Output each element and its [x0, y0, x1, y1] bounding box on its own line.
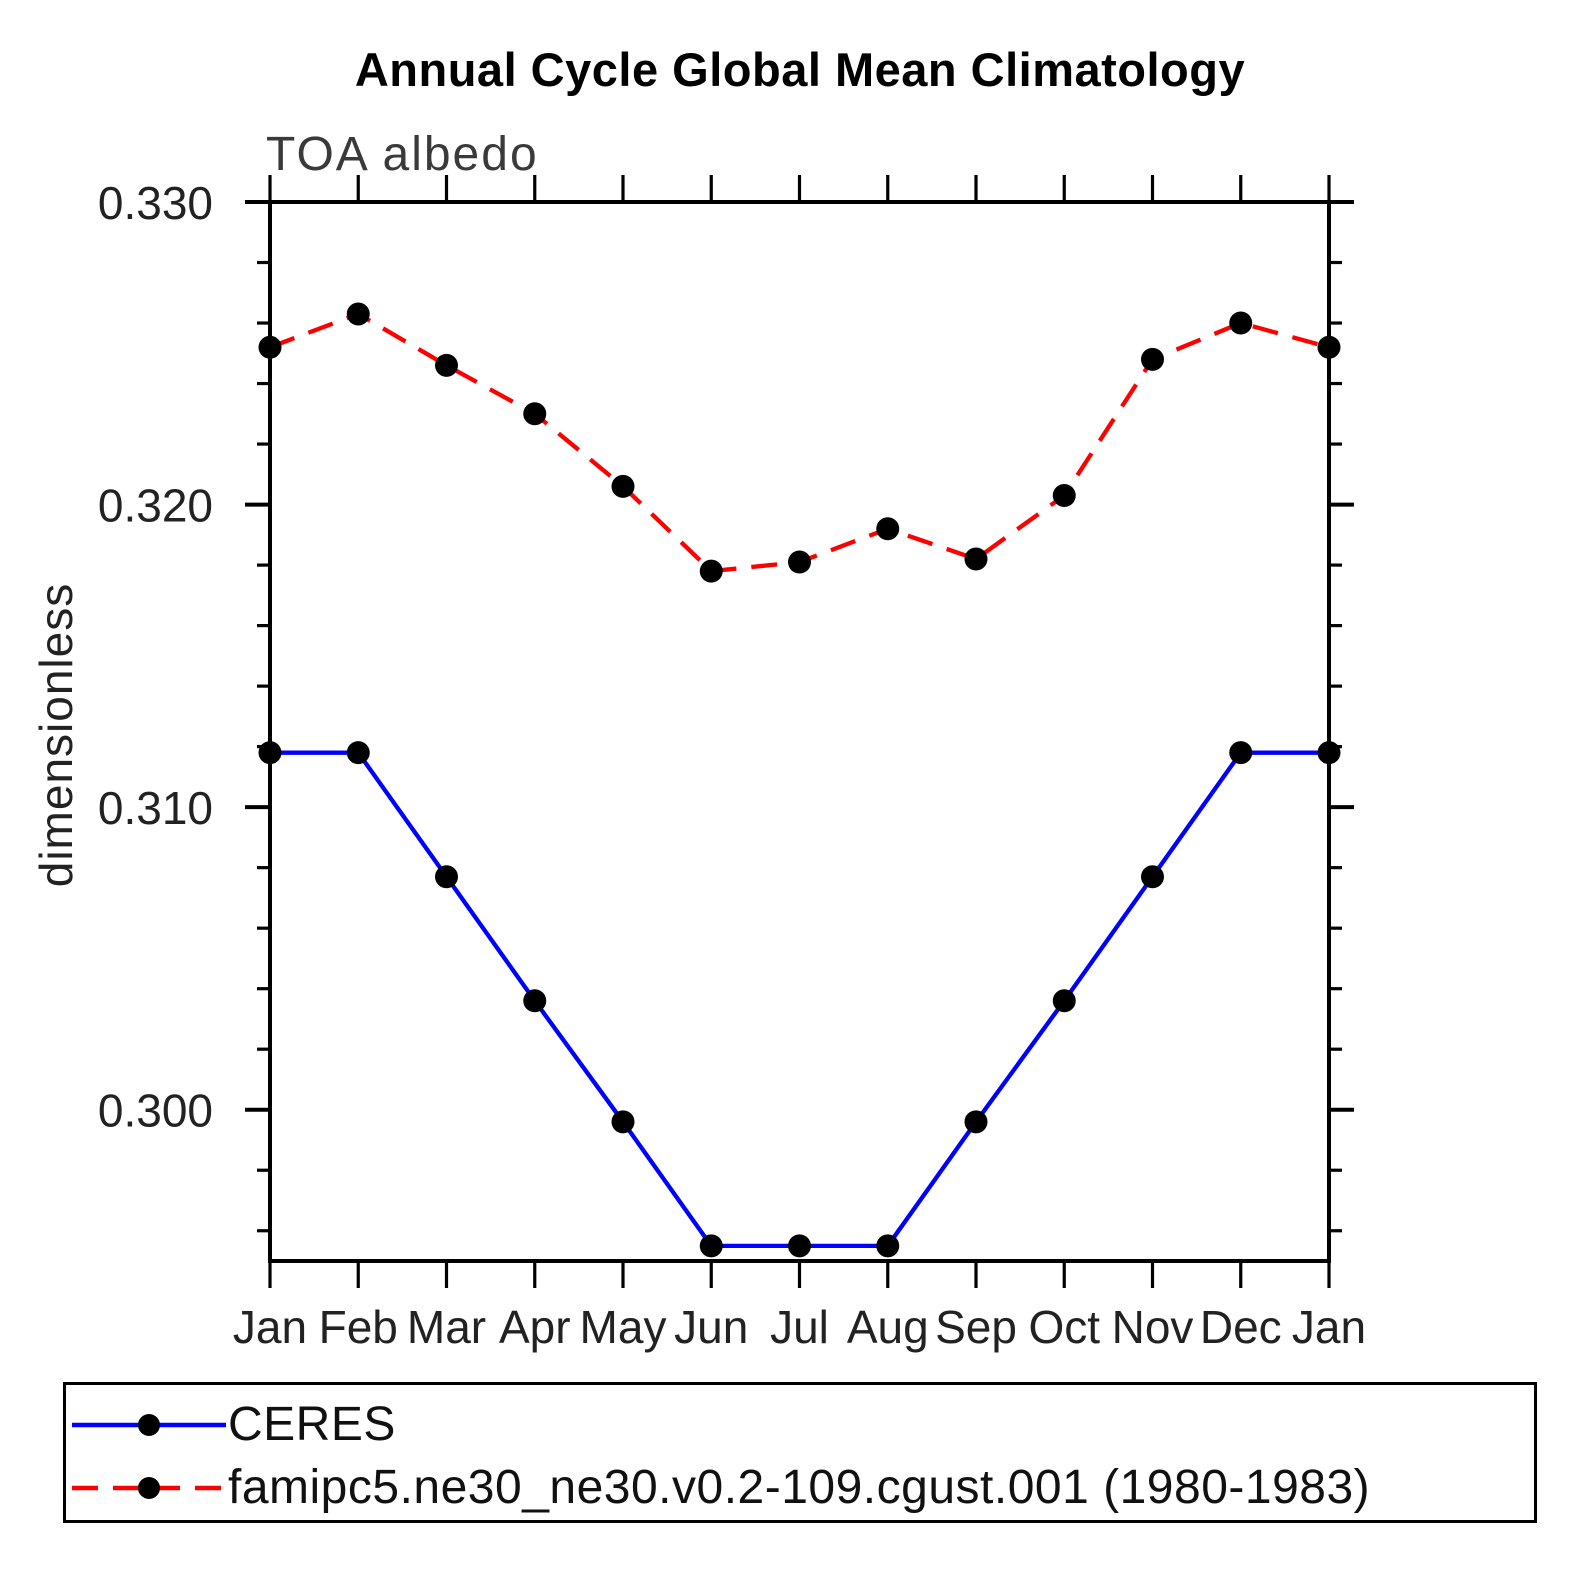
legend-box: CERES famipc5.ne30_ne30.v0.2-109.cgust.0… [63, 1382, 1537, 1523]
chart-subtitle: TOA albedo [266, 128, 539, 181]
legend-marker-dot-icon [138, 1414, 160, 1436]
data-point-model [523, 402, 547, 426]
data-point-model [699, 559, 723, 583]
legend-marker-dot-icon [138, 1477, 160, 1499]
x-tick-label: May [580, 1301, 667, 1353]
x-tick-label: Aug [847, 1301, 929, 1353]
data-point-ceres [1229, 741, 1253, 765]
legend-line-solid-icon [72, 1414, 226, 1436]
data-point-ceres [611, 1110, 635, 1134]
data-point-model [1317, 335, 1341, 359]
plot-border [268, 200, 1331, 1263]
x-tick-label: Jun [674, 1301, 748, 1353]
x-tick-label: Apr [499, 1301, 571, 1353]
data-point-ceres [1141, 865, 1164, 889]
x-tick-label: Sep [935, 1301, 1017, 1353]
data-point-model [435, 353, 458, 377]
data-point-ceres [1052, 989, 1076, 1013]
data-point-ceres [346, 741, 370, 765]
data-point-model [258, 335, 282, 359]
legend-label-ceres: CERES [228, 1398, 396, 1451]
x-tick-label: Jul [770, 1301, 829, 1353]
data-point-model [876, 517, 900, 541]
data-point-model [346, 302, 370, 326]
data-point-model [788, 550, 811, 574]
x-tick-label: Feb [319, 1301, 398, 1353]
data-point-ceres [964, 1110, 988, 1134]
data-point-ceres [1317, 741, 1341, 765]
x-tick-label: Nov [1112, 1301, 1194, 1353]
data-point-model [1052, 483, 1076, 507]
data-point-model [964, 547, 988, 571]
data-point-model [1229, 311, 1253, 335]
x-tick-label: Mar [407, 1301, 486, 1353]
data-point-ceres [435, 865, 458, 889]
y-tick-label: 0.320 [98, 480, 213, 532]
legend-line-dashed-icon [72, 1477, 226, 1499]
x-tick-label: Jan [1292, 1301, 1366, 1353]
x-tick-label: Dec [1200, 1301, 1282, 1353]
legend-label-model: famipc5.ne30_ne30.v0.2-109.cgust.001 (19… [228, 1461, 1371, 1514]
data-point-model [1141, 347, 1164, 371]
x-tick-label: Oct [1028, 1301, 1100, 1353]
y-tick-label: 0.300 [98, 1085, 213, 1137]
data-point-ceres [523, 989, 547, 1013]
series-line-model [269, 311, 1330, 574]
data-point-ceres [788, 1234, 811, 1258]
chart-title: Annual Cycle Global Mean Climatology [354, 43, 1246, 96]
series-line-ceres [270, 750, 1329, 1249]
y-tick-label: 0.310 [98, 782, 213, 834]
x-tick-label: Jan [233, 1301, 307, 1353]
data-point-ceres [876, 1234, 900, 1258]
data-point-ceres [258, 741, 282, 765]
data-point-model [611, 474, 635, 498]
y-tick-label: 0.330 [98, 177, 213, 229]
data-point-ceres [699, 1234, 723, 1258]
